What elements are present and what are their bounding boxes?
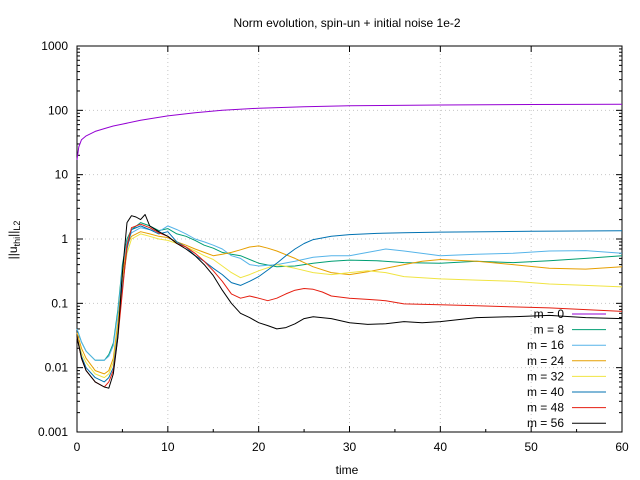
x-tick-label: 20 <box>252 440 266 454</box>
series-line-m32 <box>76 233 623 379</box>
y-axis-label-sub: thi <box>12 237 22 247</box>
y-axis-label-close: || <box>6 231 20 237</box>
legend-label: m = 24 <box>527 354 564 368</box>
y-axis-label: ||uthi||L2 <box>6 221 22 260</box>
series-line-m24 <box>76 231 623 375</box>
legend-label: m = 0 <box>534 307 565 321</box>
axes: 0 10 20 30 40 50 60 0.001 0.01 0.1 1 10 100 1000 <box>38 39 629 454</box>
x-tick-label: 0 <box>74 440 81 454</box>
x-tick-label: 30 <box>343 440 357 454</box>
legend-label: m = 32 <box>527 369 564 383</box>
legend-label: m = 16 <box>527 338 564 352</box>
legend: m = 0 m = 8m = 16 m = 24m = 32 m = 40 m = 48… <box>527 307 606 430</box>
legend-label: m = 56 <box>527 416 564 430</box>
y-tick-label: 0.1 <box>51 296 68 310</box>
legend-label: m = 40 <box>527 385 564 399</box>
y-tick-label: 10 <box>55 168 69 182</box>
y-tick-label: 1 <box>61 232 68 246</box>
series-line-m16 <box>76 225 623 361</box>
series-line-m56 <box>76 214 623 389</box>
x-tick-label: 40 <box>434 440 448 454</box>
x-tick-label: 50 <box>524 440 538 454</box>
y-axis-label-sub2: L2 <box>12 221 22 231</box>
y-tick-label: 0.01 <box>45 361 69 375</box>
y-axis-label-main: ||u <box>6 246 20 259</box>
x-tick-label: 60 <box>615 440 629 454</box>
x-tick-label: 10 <box>161 440 175 454</box>
y-tick-label: 1000 <box>41 39 68 53</box>
y-tick-label: 100 <box>48 103 68 117</box>
legend-label: m = 48 <box>527 401 564 415</box>
series-line-m0 <box>76 103 623 160</box>
series-group <box>76 103 623 389</box>
x-axis-label: time <box>336 463 359 477</box>
grid <box>77 46 622 432</box>
y-tick-label: 0.001 <box>38 425 68 439</box>
chart-title: Norm evolution, spin-un + initial noise … <box>233 16 460 30</box>
legend-label: m = 8 <box>534 323 565 337</box>
